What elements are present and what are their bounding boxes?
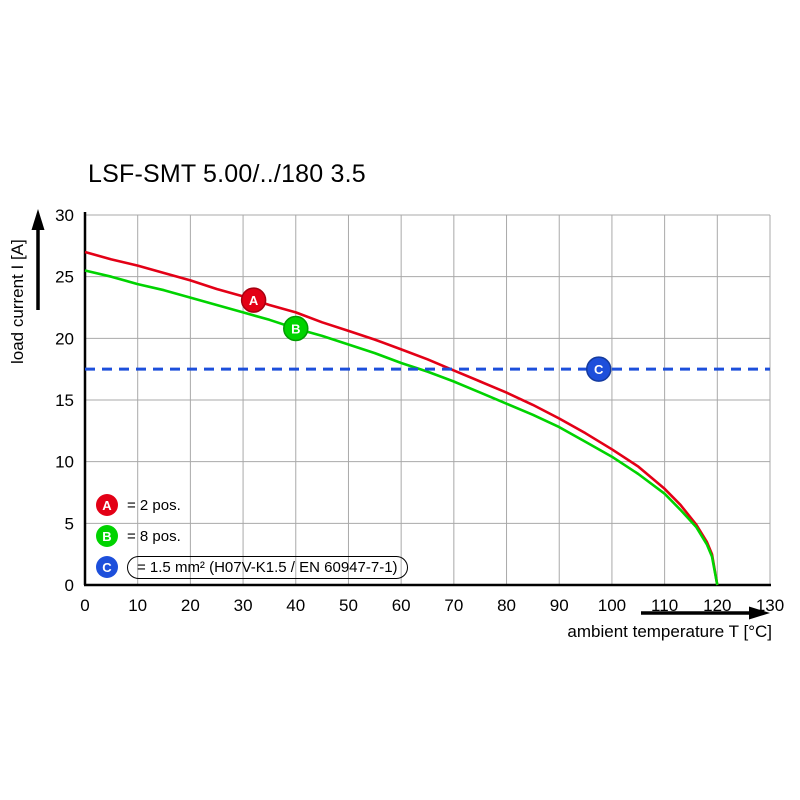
legend-item-b: B = 8 pos. xyxy=(96,525,408,547)
legend-item-c: C = 1.5 mm² (H07V-K1.5 / EN 60947-7-1) xyxy=(96,555,408,579)
x-tick-label: 110 xyxy=(651,596,678,615)
y-axis-arrowhead-icon xyxy=(31,209,45,230)
marker-c xyxy=(586,356,612,382)
x-axis-arrowhead-icon xyxy=(749,606,770,620)
y-tick-label: 0 xyxy=(65,576,74,595)
y-tick-label: 20 xyxy=(55,329,74,348)
x-tick-label: 70 xyxy=(444,596,463,615)
series-b-marker-icon: B xyxy=(96,525,118,547)
x-tick-label: 120 xyxy=(703,596,731,615)
x-tick-label: 40 xyxy=(286,596,305,615)
marker-letter-b: B xyxy=(291,321,300,336)
x-tick-label: 100 xyxy=(598,596,626,615)
curve-b xyxy=(84,269,719,586)
legend: A = 2 pos. B = 8 pos. C = 1.5 mm² (H07V-… xyxy=(96,494,408,587)
x-tick-label: 50 xyxy=(339,596,358,615)
curve-a xyxy=(84,250,719,586)
y-tick-label: 15 xyxy=(55,391,74,410)
y-tick-label: 30 xyxy=(55,206,74,225)
series-c-label: = 1.5 mm² (H07V-K1.5 / EN 60947-7-1) xyxy=(127,555,408,579)
y-tick-label: 25 xyxy=(55,268,74,287)
y-tick-label: 10 xyxy=(55,453,74,472)
series-c-marker-icon: C xyxy=(96,556,118,578)
x-tick-label: 130 xyxy=(756,596,784,615)
y-tick-label: 5 xyxy=(65,514,74,533)
x-tick-label: 60 xyxy=(392,596,411,615)
series-a-marker-icon: A xyxy=(96,494,118,516)
legend-item-a: A = 2 pos. xyxy=(96,494,408,516)
series-b-label: = 8 pos. xyxy=(127,527,181,545)
series-a-label: = 2 pos. xyxy=(127,496,181,514)
x-tick-label: 0 xyxy=(80,596,89,615)
x-tick-label: 20 xyxy=(181,596,200,615)
marker-a xyxy=(240,287,267,313)
x-tick-label: 10 xyxy=(128,596,147,615)
x-tick-label: 80 xyxy=(497,596,516,615)
marker-letter-c: C xyxy=(594,362,604,377)
x-tick-label: 30 xyxy=(234,596,253,615)
chart-title: LSF-SMT 5.00/../180 3.5 xyxy=(88,160,366,188)
x-axis-label: ambient temperature T [°C] xyxy=(567,622,772,641)
marker-b xyxy=(283,315,309,342)
x-tick-label: 90 xyxy=(550,596,569,615)
marker-letter-a: A xyxy=(249,293,259,308)
